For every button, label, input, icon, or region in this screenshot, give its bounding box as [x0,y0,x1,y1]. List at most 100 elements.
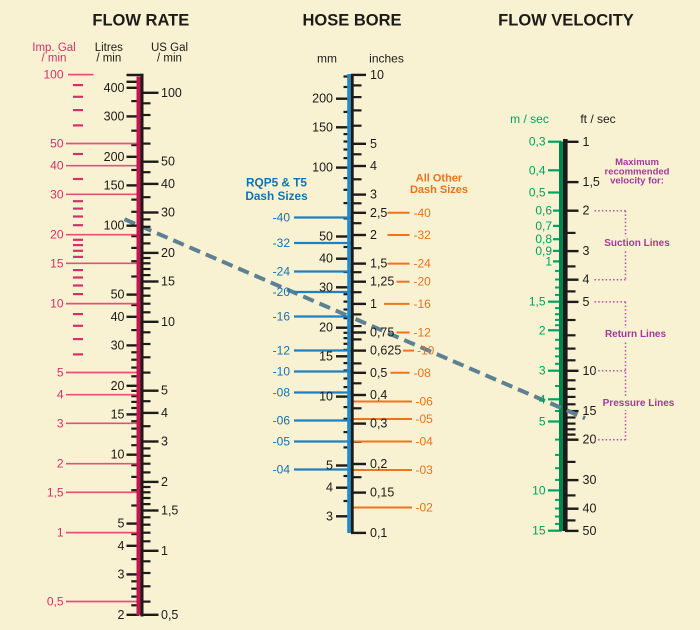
svg-text:/ min: / min [42,52,67,64]
svg-text:150: 150 [104,178,125,192]
svg-text:4: 4 [583,273,590,287]
svg-text:Maximum: Maximum [615,157,659,168]
svg-text:50: 50 [161,155,175,169]
svg-text:100: 100 [161,86,182,100]
svg-text:5: 5 [118,517,125,531]
svg-text:-05: -05 [273,435,291,449]
svg-text:3: 3 [326,509,333,523]
svg-text:Dash Sizes: Dash Sizes [245,189,308,203]
svg-text:5: 5 [57,366,64,380]
svg-text:0,15: 0,15 [370,486,394,500]
svg-text:300: 300 [104,109,125,123]
svg-text:-12: -12 [414,326,432,340]
svg-text:Litres: Litres [95,42,123,54]
svg-text:US Gal: US Gal [151,42,188,54]
svg-text:0,75: 0,75 [370,326,394,340]
svg-text:0,8: 0,8 [535,232,552,246]
svg-text:-03: -03 [416,463,434,477]
svg-text:0,4: 0,4 [529,163,546,177]
svg-text:-10: -10 [273,365,291,379]
svg-text:Imp. Gal: Imp. Gal [32,42,75,54]
svg-text:0,6: 0,6 [535,204,552,218]
svg-text:0,3: 0,3 [529,135,546,149]
svg-text:50: 50 [583,524,597,538]
svg-text:inches: inches [369,51,404,65]
svg-text:40: 40 [50,159,64,173]
svg-text:All Other: All Other [416,173,463,185]
svg-text:200: 200 [104,150,125,164]
svg-text:1,25: 1,25 [370,275,394,289]
svg-text:-40: -40 [414,206,432,220]
svg-text:150: 150 [312,120,333,134]
svg-text:1: 1 [161,544,168,558]
svg-text:10: 10 [370,68,384,82]
svg-text:30: 30 [319,280,333,294]
svg-text:5: 5 [370,137,377,151]
svg-text:/ min: / min [96,52,121,64]
svg-text:1,5: 1,5 [47,485,64,499]
svg-text:1,5: 1,5 [529,295,546,309]
svg-text:-16: -16 [273,310,291,324]
svg-text:10: 10 [532,483,546,497]
svg-text:10: 10 [583,364,597,378]
svg-text:15: 15 [161,275,175,289]
svg-text:RQP5 & T5: RQP5 & T5 [246,176,307,190]
svg-text:0,1: 0,1 [370,526,387,540]
svg-text:0,5: 0,5 [161,608,178,622]
svg-text:-40: -40 [273,211,291,225]
svg-text:0,625: 0,625 [370,344,401,358]
svg-text:recommended: recommended [605,166,670,177]
svg-text:3: 3 [118,567,125,581]
svg-text:0,7: 0,7 [535,219,552,233]
svg-text:-08: -08 [414,366,432,380]
svg-text:5: 5 [539,415,546,429]
svg-text:-04: -04 [273,463,291,477]
svg-text:50: 50 [319,230,333,244]
svg-text:30: 30 [583,473,597,487]
svg-text:-06: -06 [416,395,434,409]
svg-text:5: 5 [326,459,333,473]
svg-text:50: 50 [111,288,125,302]
svg-text:4: 4 [370,159,377,173]
svg-text:4: 4 [539,392,546,406]
svg-text:5: 5 [583,295,590,309]
svg-text:200: 200 [312,92,333,106]
svg-text:3: 3 [583,244,590,258]
svg-text:20: 20 [111,379,125,393]
svg-text:FLOW RATE: FLOW RATE [92,12,189,30]
svg-text:2: 2 [57,457,64,471]
svg-text:1: 1 [57,526,64,540]
svg-text:-12: -12 [273,344,291,358]
svg-text:/ min: / min [157,52,182,64]
svg-text:10: 10 [161,315,175,329]
svg-text:-02: -02 [416,501,434,515]
svg-text:40: 40 [319,252,333,266]
svg-text:20: 20 [583,433,597,447]
svg-text:2: 2 [583,204,590,218]
svg-text:0,5: 0,5 [529,186,546,200]
svg-text:Return Lines: Return Lines [605,329,667,340]
svg-text:40: 40 [161,177,175,191]
svg-text:-08: -08 [273,386,291,400]
svg-text:400: 400 [104,81,125,95]
svg-text:-24: -24 [273,265,291,279]
svg-text:FLOW VELOCITY: FLOW VELOCITY [498,12,634,30]
svg-text:0,4: 0,4 [370,388,387,402]
svg-text:1,5: 1,5 [161,504,178,518]
svg-text:4: 4 [57,388,64,402]
svg-text:Suction Lines: Suction Lines [604,238,670,249]
svg-text:1: 1 [370,297,377,311]
svg-text:-32: -32 [273,236,291,250]
svg-text:20: 20 [161,246,175,260]
svg-text:m / sec: m / sec [510,112,549,126]
svg-text:-24: -24 [414,257,432,271]
svg-text:10: 10 [319,390,333,404]
svg-text:1,5: 1,5 [370,257,387,271]
svg-text:Dash Sizes: Dash Sizes [410,184,468,196]
svg-text:2: 2 [370,228,377,242]
svg-text:0,5: 0,5 [47,595,64,609]
svg-text:4: 4 [161,406,168,420]
svg-text:-10: -10 [417,344,435,358]
svg-text:-32: -32 [414,228,432,242]
svg-text:3: 3 [57,416,64,430]
